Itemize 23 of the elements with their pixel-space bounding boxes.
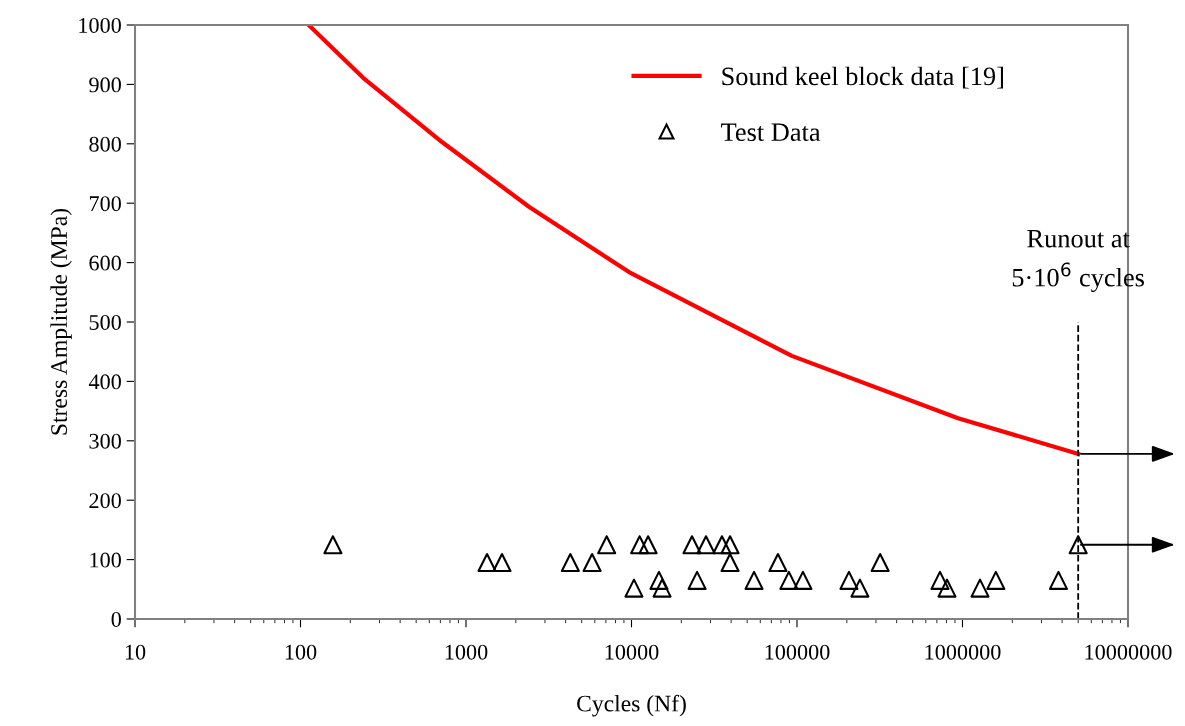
legend-label: Sound keel block data [19] xyxy=(722,66,1003,89)
x-tick-label: 1000000 xyxy=(925,644,1001,660)
y-tick-label: 100 xyxy=(90,552,121,568)
y-tick-label: 400 xyxy=(88,374,121,390)
x-tick-label: 100000 xyxy=(765,644,830,660)
ref-line-label: Runout at 5·10$^{6}$ cycles xyxy=(1012,229,1144,292)
x-tick-label: 1000 xyxy=(445,644,488,660)
y-tick-label: 200 xyxy=(89,493,121,509)
y-tick-label: 700 xyxy=(89,196,121,212)
y-tick-label: 1000 xyxy=(79,17,121,33)
x-tick-label: 10000 xyxy=(605,644,659,660)
y-tick-label: 300 xyxy=(89,433,121,449)
x-tick-label: 100 xyxy=(285,644,317,660)
y-tick-label: 900 xyxy=(89,77,121,93)
y-tick-label: 800 xyxy=(89,136,121,152)
x-axis-title: Cycles (Nf) xyxy=(577,694,686,717)
y-axis-title: Stress Amplitude (MPa) xyxy=(50,208,72,435)
x-tick-label: 10000000 xyxy=(1085,644,1172,660)
x-tick-label: 10 xyxy=(125,644,146,660)
legend-label: Test Data xyxy=(721,123,821,142)
y-tick-label: 600 xyxy=(89,255,121,271)
y-tick-label: 0 xyxy=(111,611,121,627)
y-tick-label: 500 xyxy=(89,314,121,330)
